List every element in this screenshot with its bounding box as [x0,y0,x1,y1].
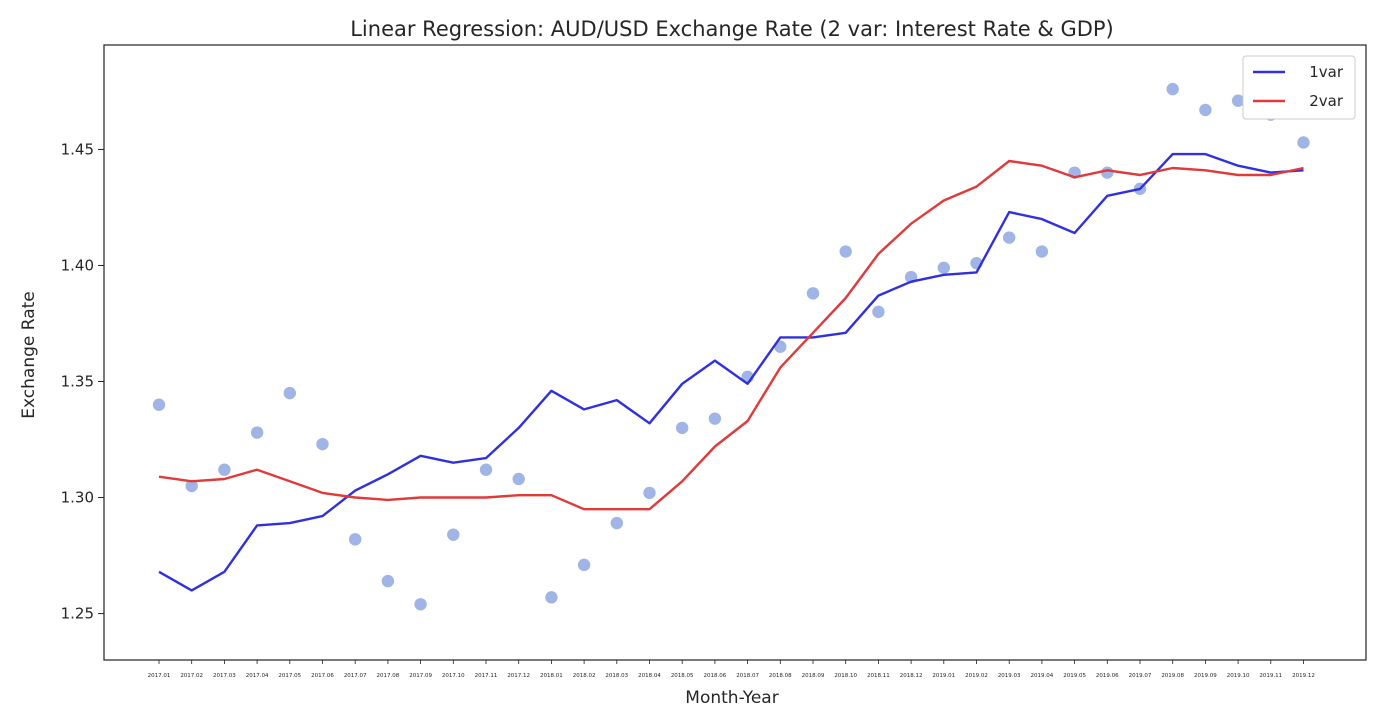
series-line-2var [158,159,1304,511]
x-tick-label: 2018.10 [834,673,857,679]
scatter-point [1297,136,1310,149]
x-tick-label: 2019.08 [1161,673,1184,679]
scatter-point [1003,231,1016,244]
legend-label-2var: 2var [1309,92,1344,110]
x-tick-label: 2017.09 [409,673,432,679]
scatter-point [708,412,722,425]
x-tick-label: 2018.06 [704,673,727,679]
x-tick-label: 2017.11 [475,673,498,679]
x-tick-label: 2017.04 [246,673,269,679]
scatter-point [414,598,427,611]
y-tick-label: 1.25 [61,605,94,623]
scatter-point [1101,166,1114,179]
scatter-point [479,463,493,476]
x-tick-label: 2018.01 [540,673,563,679]
x-tick-label: 2019.01 [932,673,955,679]
scatter-point [872,305,885,319]
x-tick-label: 2019.06 [1096,673,1119,679]
legend-label-1var: 1var [1309,63,1344,81]
y-tick-label: 1.45 [61,140,94,158]
scatter-point [349,533,362,546]
scatter-point [610,516,623,530]
scatter-point [381,574,395,588]
x-tick-label: 2018.03 [605,673,628,679]
x-tick-label: 2018.05 [671,673,694,679]
x-axis: 2017.01 2017.02 2017.03 2017.04 2017.05 2017.… [148,660,1315,679]
scatter-point [937,261,950,274]
x-tick-label: 2019.02 [965,673,988,679]
x-tick-label: 2017.12 [507,673,530,679]
x-tick-label: 2019.09 [1194,673,1217,679]
scatter-point [643,486,656,500]
x-tick-label: 2019.04 [1031,673,1054,679]
scatter-point [283,386,296,400]
y-axis: 1.25 1.30 1.35 1.40 1.45 [61,140,104,623]
x-tick-label: 2017.06 [311,673,334,679]
x-tick-label: 2017.07 [344,673,367,679]
y-tick-label: 1.30 [61,489,94,507]
scatter-point [545,591,558,604]
scatter-point [250,426,264,439]
chart-title: Linear Regression: AUD/USD Exchange Rate… [350,17,1114,41]
x-tick-label: 2018.07 [736,673,759,679]
x-tick-label: 2018.04 [638,673,661,679]
scatter-point [447,528,460,541]
x-tick-label: 2017.02 [180,673,203,679]
x-tick-label: 2017.05 [278,673,301,679]
scatter-point [316,437,329,451]
x-tick-label: 2017.10 [442,673,465,679]
scatter-point [152,398,166,411]
series-lines [158,152,1304,592]
x-tick-label: 2018.02 [573,673,596,679]
scatter-points [152,82,1310,611]
x-tick-label: 2018.11 [867,673,890,679]
x-axis-label: Month-Year [685,688,778,708]
x-tick-label: 2019.10 [1227,673,1250,679]
scatter-point [1231,94,1245,107]
x-tick-label: 2019.03 [998,673,1021,679]
scatter-point [512,472,525,486]
x-tick-label: 2017.08 [377,673,400,679]
x-tick-label: 2019.11 [1259,673,1282,679]
x-tick-label: 2019.07 [1129,673,1152,679]
series-line-1var [158,152,1304,592]
scatter-point [218,463,231,476]
scatter-point [676,421,689,435]
legend: 1var 2var [1242,55,1356,120]
scatter-point [1166,82,1179,96]
plot-area-frame [103,44,1367,661]
x-tick-label: 2018.12 [900,673,923,679]
scatter-point [806,287,820,300]
x-tick-label: 2018.09 [802,673,825,679]
scatter-point [185,479,198,493]
x-tick-label: 2019.05 [1063,673,1086,679]
scatter-point [1199,103,1212,117]
scatter-point [839,245,852,258]
x-tick-label: 2018.08 [769,673,792,679]
y-tick-label: 1.35 [61,373,94,391]
scatter-point [577,558,591,572]
y-tick-label: 1.40 [61,256,94,274]
x-tick-label: 2019.12 [1292,673,1315,679]
scatter-point [1035,245,1049,258]
x-tick-label: 2017.01 [148,673,171,679]
y-axis-label: Exchange Rate [19,291,39,418]
x-tick-label: 2017.03 [213,673,236,679]
